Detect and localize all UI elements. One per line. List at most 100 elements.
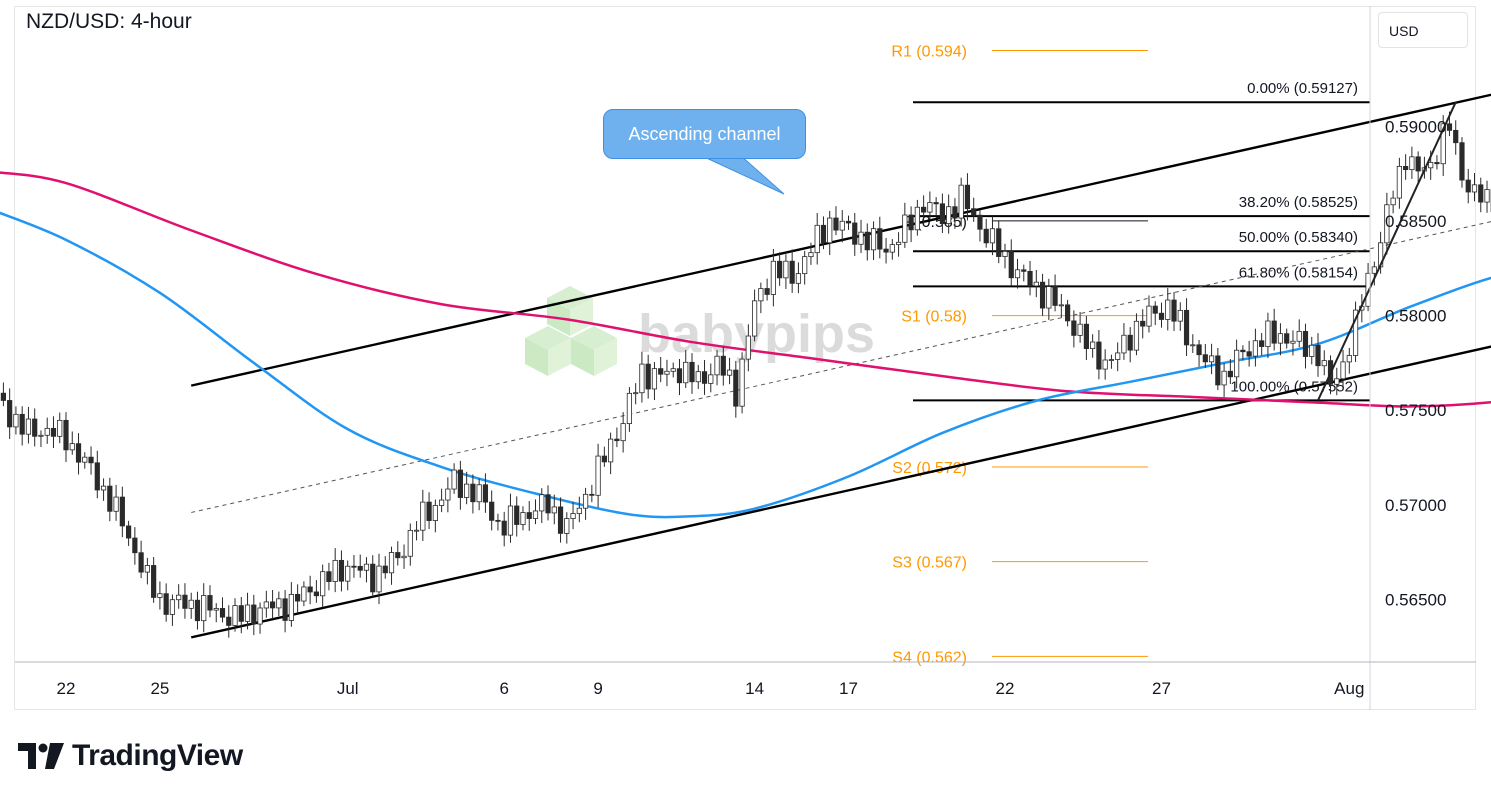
candle-body (7, 400, 13, 428)
candle-body (451, 469, 457, 490)
candle-body (902, 214, 908, 243)
candle-body (1190, 344, 1196, 347)
candle-body (226, 616, 232, 626)
candle-body (695, 371, 701, 383)
candle-body (883, 248, 889, 253)
candle-body (1346, 355, 1352, 363)
candle-body (82, 456, 88, 463)
candle-body (1021, 269, 1027, 272)
candle-body (151, 565, 157, 598)
candle-body (207, 595, 213, 611)
candle-body (1415, 156, 1421, 172)
candle-body (1058, 304, 1064, 307)
candle-body (608, 438, 614, 463)
candle-body (1146, 305, 1152, 327)
candle-body (50, 427, 57, 437)
candle-body (1102, 359, 1108, 370)
candle-body (1240, 349, 1246, 353)
candle-body (1083, 323, 1089, 350)
candle-body (752, 300, 758, 337)
candle-body (395, 552, 401, 559)
candle-body (1227, 370, 1233, 378)
candle-body (107, 485, 113, 512)
candle-body (1152, 305, 1158, 314)
candle-body (783, 260, 789, 279)
candle-body (495, 519, 501, 522)
candle-body (1265, 320, 1271, 347)
y-tick-label: 0.57500 (1385, 401, 1446, 420)
candle-body (1046, 286, 1052, 309)
candle-body (0, 392, 7, 401)
pivot-label: S1 (0.58) (901, 309, 967, 326)
candle-body (946, 206, 952, 225)
candle-body (126, 525, 132, 539)
ascending-channel-callout: Ascending channel (603, 109, 806, 159)
candle-body (576, 507, 582, 514)
candle-body (1077, 323, 1083, 336)
candle-body (964, 184, 971, 210)
candle-body (94, 462, 100, 491)
currency-unit-label[interactable]: USD (1378, 12, 1468, 48)
candle-body (977, 214, 983, 230)
candle-body (32, 418, 38, 437)
candle-body (432, 505, 438, 521)
fib-level-label: 61.80% (0.58154) (1239, 264, 1358, 281)
y-tick-label: 0.58000 (1385, 307, 1446, 326)
pivot-label: S2 (0.572) (892, 460, 967, 477)
candle-body (1127, 334, 1133, 351)
candle-body (852, 222, 858, 245)
candle-body (701, 371, 708, 384)
candle-body (357, 565, 363, 571)
candle-body (1071, 320, 1077, 336)
candle-body (739, 358, 745, 407)
candle-body (1440, 123, 1446, 165)
candle-body (407, 529, 413, 557)
candle-body (295, 593, 301, 602)
candle-body (1065, 304, 1071, 322)
pivot-label: S3 (0.567) (892, 555, 967, 572)
candle-body (770, 260, 776, 295)
candle-body (633, 392, 639, 395)
candle-body (651, 368, 658, 390)
candle-body (1183, 309, 1190, 346)
x-tick-label: 9 (593, 679, 602, 698)
candle-body (276, 598, 282, 609)
candle-body (19, 413, 25, 435)
candle-body (582, 493, 589, 509)
callout-pointer (699, 154, 785, 195)
watermark-cubes-icon (525, 286, 617, 376)
fib-level-label: 0.00% (0.59127) (1247, 80, 1358, 97)
candle-body (232, 605, 238, 626)
candle-body (363, 563, 370, 571)
candle-body (1459, 142, 1465, 181)
candle-body (169, 599, 176, 615)
candle-body (1133, 320, 1140, 351)
candle-body (952, 206, 958, 219)
candle-body (726, 369, 733, 376)
candle-body (1271, 320, 1277, 344)
candle-body (1259, 340, 1265, 347)
candle-body (257, 607, 263, 625)
channel-mid-line (191, 221, 1491, 513)
candle-body (1446, 123, 1453, 131)
candle-body (44, 427, 50, 436)
candle-body (820, 224, 827, 244)
candle-body (689, 361, 695, 383)
ema-slow-line (0, 171, 1491, 408)
tradingview-logo[interactable]: TradingView (18, 738, 243, 774)
candle-body (908, 214, 914, 231)
candle-body (733, 369, 739, 407)
candle-body (489, 501, 495, 521)
candle-body (426, 501, 432, 521)
candle-body (188, 599, 194, 609)
candle-body (144, 565, 150, 573)
candle-body (889, 244, 895, 253)
candle-body (958, 184, 964, 219)
brand-name: TradingView (72, 739, 243, 772)
candle-body (100, 485, 107, 491)
candle-body (745, 335, 751, 360)
candle-body (708, 374, 714, 384)
candle-body (983, 228, 989, 244)
candle-body (620, 423, 626, 442)
